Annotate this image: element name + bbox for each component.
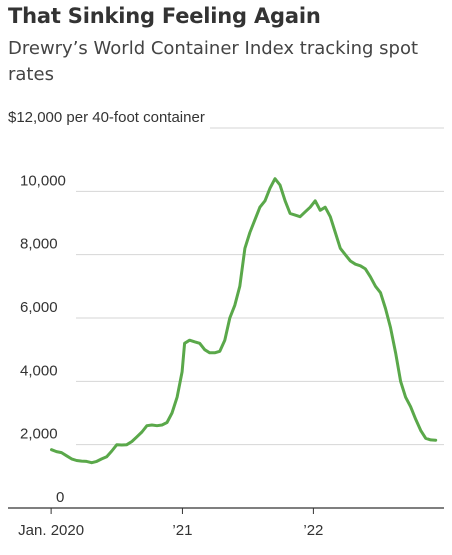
y-tick-label: 6,000 xyxy=(20,299,58,316)
series-lines xyxy=(50,177,438,465)
y-tick-label: 2,000 xyxy=(20,426,58,443)
x-tick-label: ’21 xyxy=(172,522,192,539)
y-tick-label: 0 xyxy=(56,489,64,506)
y-axis-labels: $12,000 per 40-foot container 10,000 8,000… xyxy=(8,109,205,506)
y-tick-label: 10,000 xyxy=(20,172,66,189)
x-axis: Jan. 2020 ’21 ’22 xyxy=(8,507,444,539)
y-tick-label: $12,000 per 40-foot container xyxy=(8,109,205,126)
x-tick-label: ’22 xyxy=(303,522,323,539)
y-axis-unit-label: per 40-foot container xyxy=(62,109,205,126)
x-tick-label: Jan. 2020 xyxy=(18,522,84,539)
series-line-0 xyxy=(50,177,438,465)
chart-title: That Sinking Feeling Again xyxy=(8,4,321,28)
y-tick-label: 8,000 xyxy=(20,236,58,253)
chart-subtitle: Drewry’s World Container Index tracking … xyxy=(8,38,419,85)
y-tick-label: 4,000 xyxy=(20,362,58,379)
gridlines xyxy=(76,127,444,446)
